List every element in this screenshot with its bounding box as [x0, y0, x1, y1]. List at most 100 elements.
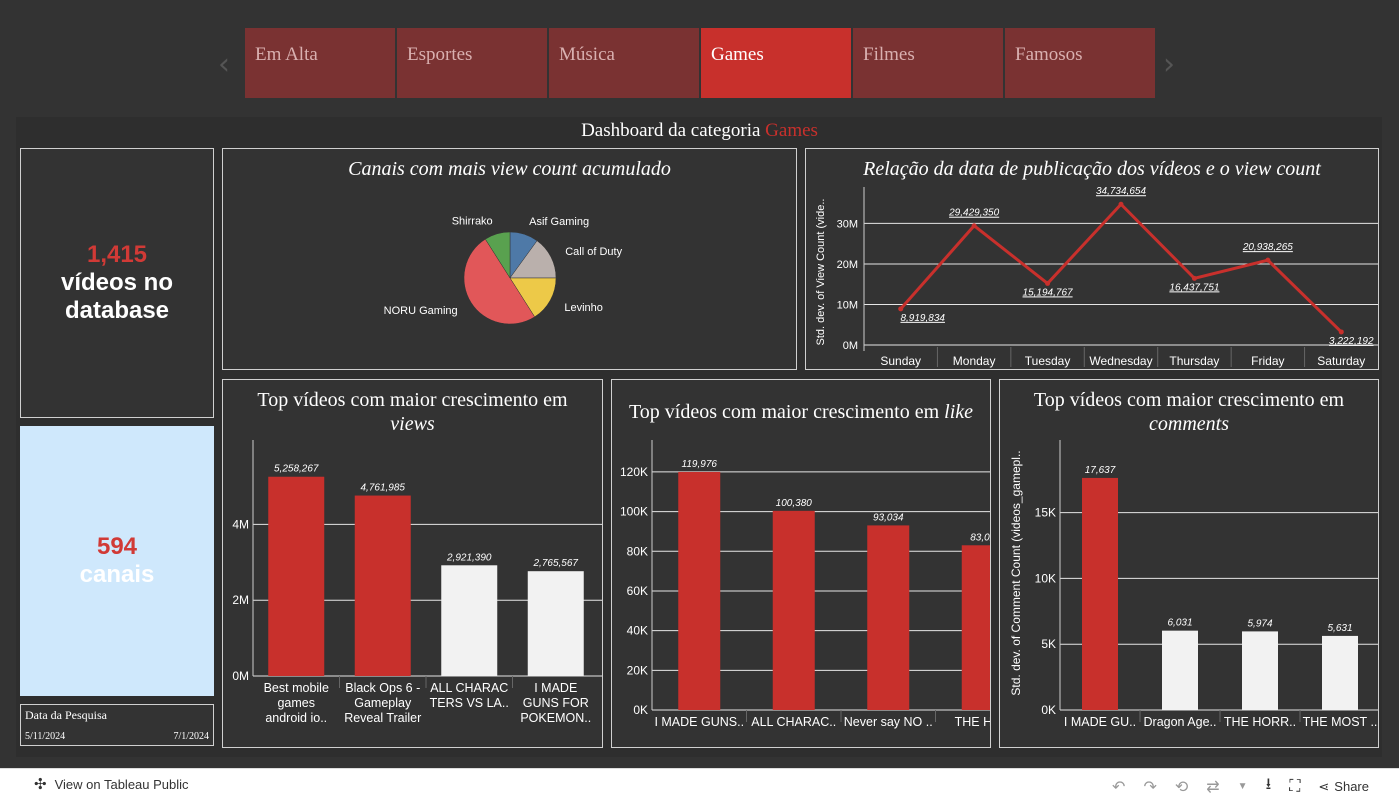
- line-point[interactable]: [971, 223, 977, 229]
- y-axis-label: Std. dev. of Comment Count (videos_gamep…: [1009, 450, 1023, 695]
- x-tick-label: Never say NO ..: [844, 715, 933, 729]
- bar[interactable]: [354, 495, 411, 676]
- y-tick-label: 0M: [232, 669, 249, 683]
- comments-chart-panel: Top vídeos com maior crescimento em comm…: [999, 379, 1379, 748]
- y-tick-label: 0K: [1041, 703, 1056, 717]
- line-data-label: 15,194,767: [1023, 287, 1073, 298]
- tableau-icon: ✣: [34, 776, 47, 793]
- x-tick-label: Gameplay: [354, 696, 412, 710]
- bar[interactable]: [441, 565, 498, 676]
- view-on-tableau-label: View on Tableau Public: [54, 776, 189, 792]
- date-filter-label: Data da Pesquisa: [25, 708, 107, 722]
- bar-data-label: 5,631: [1327, 623, 1352, 634]
- y-tick-label: 4M: [232, 517, 249, 531]
- pie-slice[interactable]: [463, 238, 535, 325]
- comments-chart-title-1: Top vídeos com maior crescimento em: [1033, 389, 1345, 411]
- line-data-label: 29,429,350: [948, 208, 999, 219]
- likes-chart-panel: Top vídeos com maior crescimento em like…: [611, 379, 991, 748]
- x-tick-label: Tuesday: [1025, 354, 1071, 368]
- bar[interactable]: [527, 571, 584, 676]
- bar-data-label: 4,761,985: [361, 483, 406, 494]
- x-tick-label: Friday: [1251, 354, 1284, 368]
- tab-musica[interactable]: Música: [549, 28, 699, 98]
- bar-data-label: 100,380: [776, 498, 813, 509]
- y-tick-label: 120K: [620, 465, 648, 479]
- line-data-label: 20,938,265: [1242, 242, 1293, 253]
- line-point[interactable]: [1191, 275, 1197, 281]
- comments-bar-chart: 0K 5K 10K 15K Std. dev. of Comment Count (vi…: [1009, 440, 1378, 729]
- y-tick-label: 100K: [620, 505, 648, 519]
- share-label: Share: [1334, 779, 1369, 794]
- line-data-label: 3,222,192: [1329, 336, 1374, 347]
- pie-slice-label: Levinho: [564, 302, 603, 314]
- x-tick-label: TERS VS LA..: [430, 696, 509, 710]
- date-filter[interactable]: Data da Pesquisa 5/11/2024 7/1/2024: [20, 704, 214, 746]
- y-tick-label: 80K: [627, 544, 648, 558]
- chevron-right-icon[interactable]: ›: [1163, 47, 1175, 82]
- bar[interactable]: [1242, 631, 1278, 710]
- bar[interactable]: [1322, 635, 1358, 710]
- pie-chart-panel: Canais com mais view count acumulado Asi…: [222, 148, 797, 370]
- tab-em-alta[interactable]: Em Alta: [245, 28, 395, 98]
- x-tick-label: THE HORR..: [1224, 715, 1296, 729]
- bar-data-label: 83,02: [970, 532, 990, 543]
- bar[interactable]: [867, 525, 910, 710]
- likes-chart-title-1: Top vídeos com maior crescimento em: [628, 401, 940, 423]
- share-button[interactable]: ⋖ Share: [1318, 779, 1369, 795]
- y-axis-label: Std. dev. of View Count (vide..: [815, 199, 827, 346]
- bar[interactable]: [1082, 477, 1118, 710]
- page-title: Dashboard da categoria Games: [0, 120, 1399, 142]
- x-tick-label: I MADE: [534, 681, 577, 695]
- x-tick-label: Dragon Age..: [1144, 715, 1217, 729]
- tab-filmes[interactable]: Filmes: [853, 28, 1003, 98]
- bar[interactable]: [772, 510, 815, 710]
- bar[interactable]: [1162, 630, 1198, 710]
- likes-chart-title: Top vídeos com maior crescimento em like: [612, 400, 990, 424]
- x-tick-label: Black Ops 6 -: [345, 681, 420, 695]
- line-point[interactable]: [1338, 329, 1344, 335]
- x-tick-label: Thursday: [1169, 354, 1219, 368]
- line-chart: 0M 10M 20M 30M Std. dev. of View Count (vide…: [815, 186, 1378, 368]
- view-on-tableau-link[interactable]: ✣ View on Tableau Public: [34, 775, 189, 793]
- line-point[interactable]: [1045, 280, 1051, 286]
- x-tick-label: I MADE GUNS..: [654, 715, 744, 729]
- x-tick-label: THE MOST ..: [1303, 715, 1378, 729]
- fullscreen-icon[interactable]: ⛶: [1289, 777, 1301, 795]
- undo-icon[interactable]: ↶: [1112, 778, 1126, 795]
- line-point[interactable]: [898, 306, 904, 312]
- category-tabs: Em Alta Esportes Música Games Filmes Fam…: [245, 28, 1155, 98]
- line-data-label: 34,734,654: [1096, 186, 1146, 197]
- kpi-channels-label: canais: [79, 561, 155, 588]
- line-point[interactable]: [1265, 257, 1271, 263]
- bar[interactable]: [961, 545, 990, 710]
- pie-slice[interactable]: [509, 277, 557, 318]
- chevron-down-icon[interactable]: ▼: [1237, 781, 1248, 792]
- revert-icon[interactable]: ⟲: [1174, 778, 1189, 795]
- download-icon[interactable]: ⭳: [1265, 776, 1272, 793]
- x-tick-label: Sunday: [880, 354, 921, 368]
- line-data-label: 16,437,751: [1169, 282, 1219, 293]
- kpi-videos-value: 1,415: [86, 241, 148, 268]
- redo-icon[interactable]: ↷: [1143, 778, 1157, 795]
- chevron-left-icon[interactable]: ‹: [218, 47, 230, 82]
- likes-chart-title-2: like: [944, 401, 974, 423]
- refresh-icon[interactable]: ⇄: [1206, 778, 1220, 795]
- y-tick-label: 10M: [837, 299, 858, 311]
- date-filter-start: 5/11/2024: [25, 731, 66, 742]
- bar-data-label: 119,976: [682, 459, 718, 470]
- pie-slice[interactable]: [485, 231, 511, 279]
- bar[interactable]: [268, 476, 325, 676]
- kpi-videos-label-1: vídeos no: [60, 269, 174, 296]
- line-point[interactable]: [1118, 201, 1124, 207]
- bar-data-label: 17,637: [1085, 465, 1116, 476]
- x-tick-label: I MADE GU..: [1064, 715, 1136, 729]
- bar-data-label: 93,034: [873, 512, 904, 523]
- x-tick-label: ALL CHARAC..: [751, 715, 836, 729]
- tab-esportes[interactable]: Esportes: [397, 28, 547, 98]
- x-tick-label: POKEMON..: [520, 711, 591, 725]
- x-tick-label: Best mobile: [264, 681, 329, 695]
- tab-famosos[interactable]: Famosos: [1005, 28, 1155, 98]
- bar[interactable]: [678, 471, 721, 710]
- tab-games[interactable]: Games: [701, 28, 851, 98]
- likes-bar-chart: 0K 20K 40K 60K 80K 100K 120K 119,976 I MADE GUNS…: [620, 440, 990, 729]
